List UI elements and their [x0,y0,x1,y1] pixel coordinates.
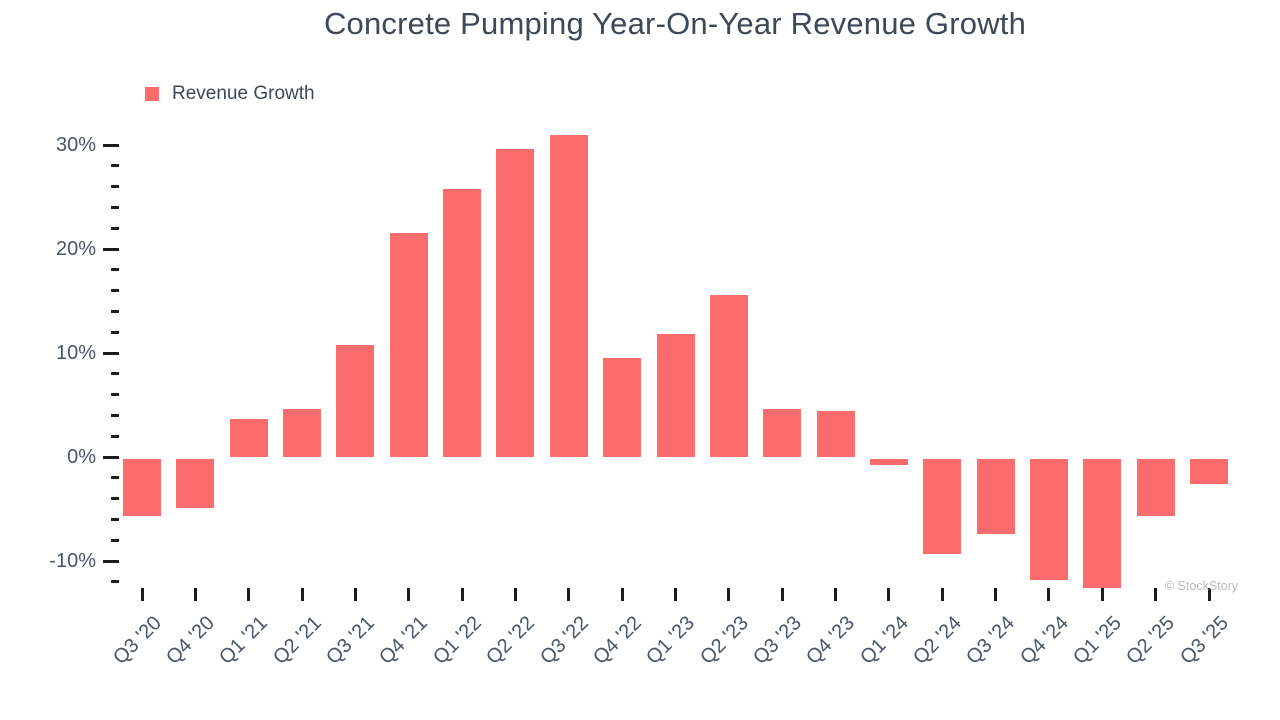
y-minor-tick [111,226,119,230]
x-axis-tick [674,588,677,601]
bar [976,459,1015,534]
x-axis-label: Q4 '23 [802,612,860,669]
bar [816,411,855,457]
bar [923,459,962,554]
y-minor-tick [111,309,119,313]
legend-label: Revenue Growth [172,83,315,104]
x-axis-label: Q3 '24 [962,612,1020,669]
y-minor-tick [111,164,119,168]
chart-title: Concrete Pumping Year-On-Year Revenue Gr… [323,6,1027,41]
x-axis-label: Q3 '23 [748,612,806,669]
y-minor-tick [111,497,119,501]
y-minor-tick [111,330,119,334]
x-axis-label: Q3 '22 [535,612,593,669]
y-axis-label: 20% [55,238,96,260]
x-axis-tick [620,588,624,601]
y-minor-tick [111,580,119,584]
bar [1029,459,1068,580]
y-minor-tick [111,372,119,376]
y-minor-tick [111,205,119,209]
x-axis-tick [353,588,357,601]
x-axis-tick [940,588,944,601]
x-axis-tick [780,588,784,601]
x-axis-tick [513,588,517,601]
x-axis-label: Q2 '25 [1122,612,1180,669]
y-axis-label: 30% [55,134,96,156]
legend: Revenue Growth [145,83,315,105]
bar [656,334,695,457]
y-minor-tick [111,393,119,397]
x-axis-tick [247,588,251,601]
bar [336,344,375,457]
y-axis-label: 10% [55,342,96,364]
x-axis-tick [567,588,571,601]
y-axis-label: 0% [67,446,96,468]
bar [1136,459,1175,517]
x-axis-tick [834,588,838,601]
bar [869,459,908,466]
x-axis-label: Q1 '23 [642,612,700,669]
x-axis-label: Q2 '21 [268,612,326,669]
bar [283,409,322,457]
x-axis-label: Q3 '25 [1175,612,1233,669]
x-axis-tick [407,588,411,601]
bar [1083,459,1122,589]
x-axis-label: Q1 '25 [1069,612,1126,669]
bar [496,149,535,457]
bar [603,358,642,457]
x-axis-label: Q2 '22 [482,612,540,669]
x-axis-label: Q3 '21 [322,612,379,669]
x-axis-label: Q2 '23 [695,612,753,669]
x-axis-label: Q1 '22 [428,612,486,669]
x-axis-tick [300,588,304,601]
y-axis-label: -10% [49,550,96,572]
y-minor-tick [111,476,119,480]
watermark: © StockStory [1164,579,1238,593]
x-axis-label: Q1 '21 [215,612,273,669]
y-minor-tick [111,289,119,293]
y-major-tick [103,351,119,355]
x-axis-tick [460,588,464,601]
legend-swatch-icon [145,87,159,101]
y-minor-tick [111,413,119,417]
y-minor-tick [111,185,119,189]
x-axis-label: Q4 '24 [1015,612,1073,669]
y-major-tick [103,455,119,459]
x-axis-tick [887,588,891,601]
x-axis-tick [1047,588,1051,601]
x-axis-tick [140,588,144,601]
bar [709,294,748,457]
y-major-tick [103,559,119,563]
y-major-tick [103,143,119,147]
x-axis-label: Q4 '20 [162,612,219,669]
bar [1190,459,1228,485]
y-minor-tick [111,268,119,272]
bar [389,233,428,457]
x-axis-tick [1207,588,1211,601]
y-minor-tick [111,538,119,542]
y-major-tick [103,247,119,251]
y-minor-tick [111,517,119,521]
x-axis-tick [193,588,197,601]
x-axis-label: Q4 '21 [375,612,433,669]
x-axis-label: Q4 '22 [588,612,646,669]
bar [229,418,268,457]
bar [763,409,802,457]
y-minor-tick [111,434,119,438]
bar [176,459,215,508]
x-axis-label: Q2 '24 [909,612,966,669]
x-axis-tick [1100,588,1104,601]
bar [443,188,482,457]
x-axis-tick [727,588,731,601]
x-axis-label: Q3 '20 [108,612,166,669]
bar [549,134,588,457]
x-axis-tick [994,588,998,601]
x-axis-tick [1154,588,1158,601]
bar [123,459,161,517]
x-axis-label: Q1 '24 [855,612,913,669]
